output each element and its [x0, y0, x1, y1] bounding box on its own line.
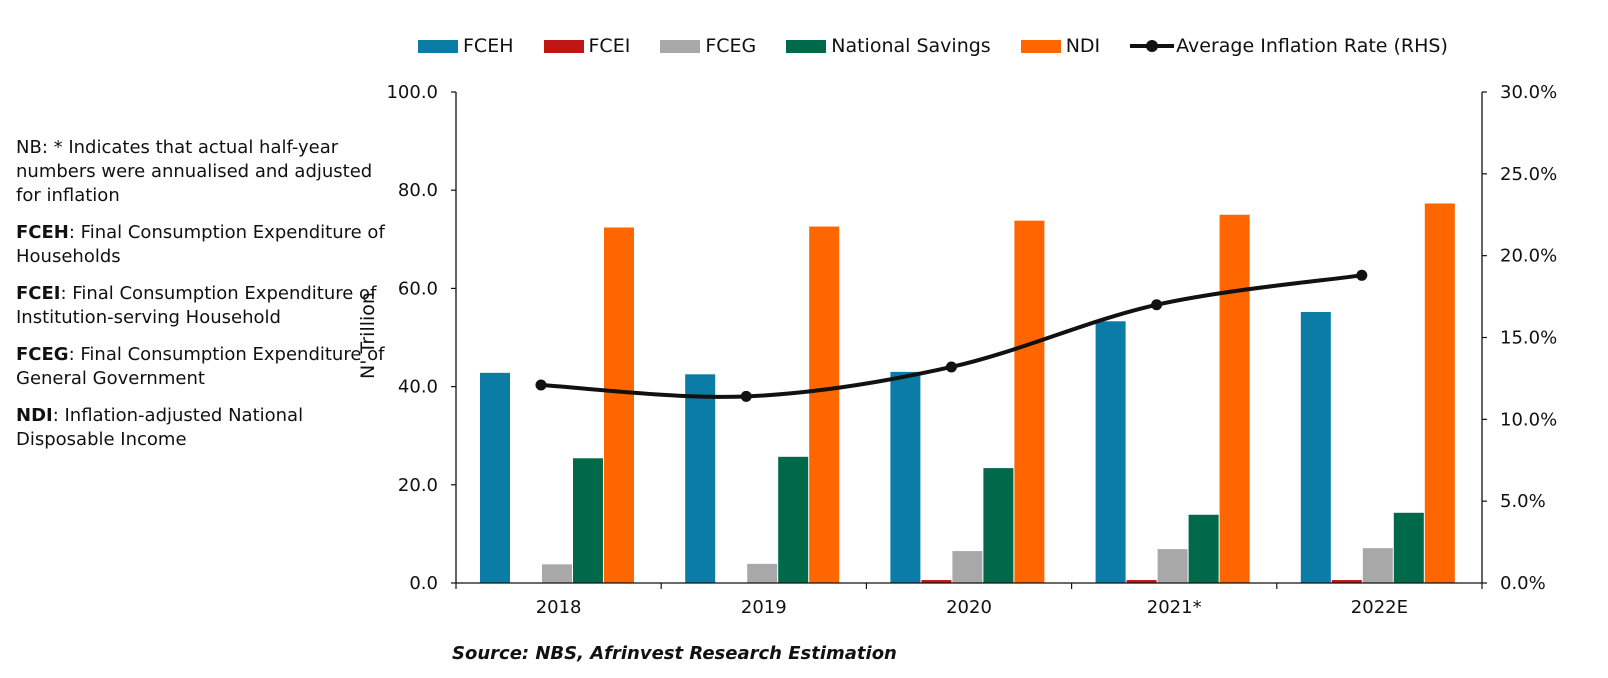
y2-tick-label: 5.0%	[1500, 491, 1546, 512]
legend-line-marker	[1130, 39, 1175, 53]
y-tick-label: 20.0	[398, 475, 438, 496]
bar-ndi-2020	[1014, 220, 1045, 583]
bar-ndi-2018	[604, 227, 634, 584]
y-tick-label: 0.0	[409, 573, 438, 594]
legend-label: FCEG	[705, 35, 757, 57]
bar-fceh-2021	[1095, 321, 1126, 583]
bar-fcei-2022e	[1331, 580, 1362, 583]
legend-item-fceg: FCEG	[660, 35, 756, 57]
legend-swatch	[543, 39, 584, 53]
legend-swatch	[418, 39, 458, 53]
bar-fceh-2020	[890, 371, 921, 583]
legend-swatch	[660, 39, 701, 53]
y-tick-label: 40.0	[398, 377, 438, 398]
note-term: FCEG	[16, 344, 69, 365]
bar-fceg-2019	[747, 563, 778, 583]
legend-item-national-savings: National Savings	[786, 35, 991, 57]
bar-fceg-2018	[542, 564, 572, 583]
inflation-point-2020	[945, 361, 957, 373]
bar-fceh-2019	[685, 374, 716, 583]
bar-national-savings-2020	[983, 468, 1014, 583]
legend-label: FCEI	[588, 35, 631, 57]
note-term: FCEI	[16, 283, 61, 304]
x-tick-label: 2022E	[1351, 597, 1408, 618]
inflation-point-2022e	[1356, 269, 1368, 281]
legend-item-average-inflation-rate-rhs: Average Inflation Rate (RHS)	[1130, 35, 1448, 57]
y2-tick-label: 15.0%	[1500, 328, 1557, 349]
y-tick-label: 60.0	[398, 278, 438, 299]
y-tick-label: 100.0	[386, 82, 438, 103]
source-note: Source: NBS, Afrinvest Research Estimati…	[452, 643, 897, 664]
bar-fceh-2018	[480, 372, 510, 583]
x-tick-label: 2018	[536, 597, 582, 618]
y-tick-label: 80.0	[398, 180, 438, 201]
note-text: : Final Consumption Expenditure of House…	[16, 222, 385, 267]
bar-fcei-2021	[1126, 580, 1157, 583]
note-term: NDI	[16, 405, 53, 426]
nb-note: NB: * Indicates that actual half-year nu…	[16, 137, 373, 206]
bar-ndi-2022e	[1424, 203, 1455, 583]
bar-fcei-2020	[921, 580, 952, 583]
legend-label: Average Inflation Rate (RHS)	[1176, 35, 1448, 57]
x-tick-label: 2021*	[1147, 597, 1202, 618]
legend-item-fceh: FCEH	[418, 35, 514, 57]
legend-item-ndi: NDI	[1020, 35, 1101, 57]
note-term: FCEH	[16, 222, 69, 243]
inflation-point-2019	[740, 390, 752, 402]
bar-national-savings-2019	[778, 456, 809, 583]
bar-national-savings-2022e	[1393, 512, 1424, 583]
y2-tick-label: 30.0%	[1500, 82, 1557, 103]
x-tick-label: 2019	[741, 597, 787, 618]
note-fcei: FCEI: Final Consumption Expenditure of I…	[16, 282, 386, 330]
chart-legend: FCEH FCEI FCEG National Savings NDI Average I…	[418, 34, 1478, 58]
legend-swatch	[1020, 39, 1061, 53]
bar-national-savings-2021	[1188, 514, 1219, 583]
legend-label: FCEH	[463, 35, 514, 57]
bar-fceg-2020	[952, 551, 983, 583]
x-tick-label: 2020	[946, 597, 992, 618]
note-text: : Final Consumption Expenditure of Gener…	[16, 344, 385, 389]
legend-label: NDI	[1065, 35, 1101, 57]
y2-tick-label: 20.0%	[1500, 246, 1557, 267]
note-text: : Inflation-adjusted National Disposable…	[16, 405, 304, 450]
y2-tick-label: 25.0%	[1500, 164, 1557, 185]
notes-panel: NB: * Indicates that actual half-year nu…	[16, 136, 386, 465]
legend-label: National Savings	[831, 35, 991, 57]
legend-item-fcei: FCEI	[543, 35, 631, 57]
bar-ndi-2019	[809, 226, 840, 583]
bar-ndi-2021	[1219, 214, 1250, 583]
note-fceh: FCEH: Final Consumption Expenditure of H…	[16, 221, 386, 269]
bar-fceg-2022e	[1362, 548, 1393, 583]
legend-swatch	[786, 39, 827, 53]
y2-tick-label: 10.0%	[1500, 409, 1557, 430]
y2-tick-label: 0.0%	[1500, 573, 1546, 594]
note-ndi: NDI: Inflation-adjusted National Disposa…	[16, 404, 386, 452]
note-fceg: FCEG: Final Consumption Expenditure of G…	[16, 343, 386, 391]
inflation-point-2021	[1151, 299, 1163, 311]
bar-fceg-2021	[1157, 549, 1188, 583]
inflation-point-2018	[535, 379, 547, 391]
bar-national-savings-2018	[573, 458, 603, 583]
note-text: : Final Consumption Expenditure of Insti…	[16, 283, 377, 328]
bar-fceh-2022e	[1300, 311, 1331, 583]
y-axis-title: N' Trillion	[357, 292, 379, 379]
